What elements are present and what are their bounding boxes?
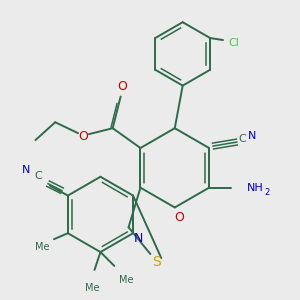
Text: Cl: Cl	[229, 38, 239, 48]
Text: O: O	[174, 211, 184, 224]
Text: O: O	[118, 80, 128, 93]
Text: O: O	[78, 130, 88, 142]
Text: N: N	[22, 165, 30, 175]
Text: NH: NH	[247, 183, 263, 193]
Text: Me: Me	[119, 275, 134, 285]
Text: N: N	[248, 131, 256, 141]
Text: 2: 2	[264, 188, 269, 197]
Text: Me: Me	[35, 242, 49, 252]
Text: C: C	[238, 134, 246, 144]
Text: Me: Me	[85, 283, 100, 293]
Text: N: N	[133, 232, 143, 245]
Text: S: S	[152, 255, 161, 269]
Text: C: C	[34, 171, 42, 181]
